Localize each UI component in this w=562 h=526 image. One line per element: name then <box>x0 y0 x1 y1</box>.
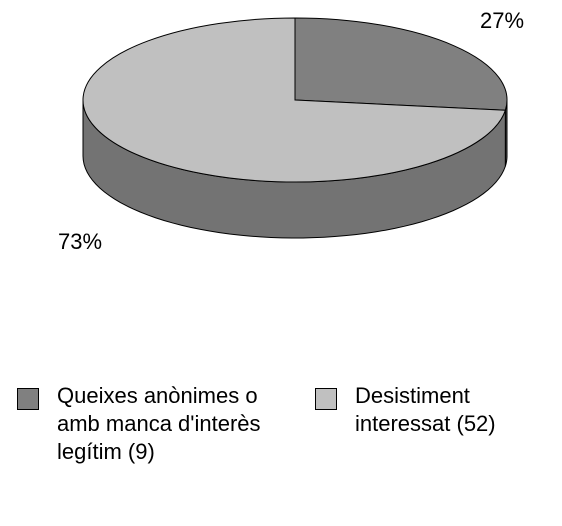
pie-area: 27% 73% <box>58 8 524 254</box>
legend-item: Queixes anònimes o amb manca d'interès l… <box>17 382 297 466</box>
pie-slice <box>294 17 508 111</box>
legend-label: Desistiment interessat (52) <box>355 383 496 436</box>
data-label: 27% <box>480 8 524 33</box>
data-label: 73% <box>58 229 102 254</box>
pie-slice <box>82 17 507 183</box>
legend-label: Queixes anònimes o amb manca d'interès l… <box>57 383 261 464</box>
legend-item: Desistiment interessat (52) <box>315 382 555 438</box>
legend-swatch <box>315 388 337 410</box>
legend-swatch <box>17 388 39 410</box>
